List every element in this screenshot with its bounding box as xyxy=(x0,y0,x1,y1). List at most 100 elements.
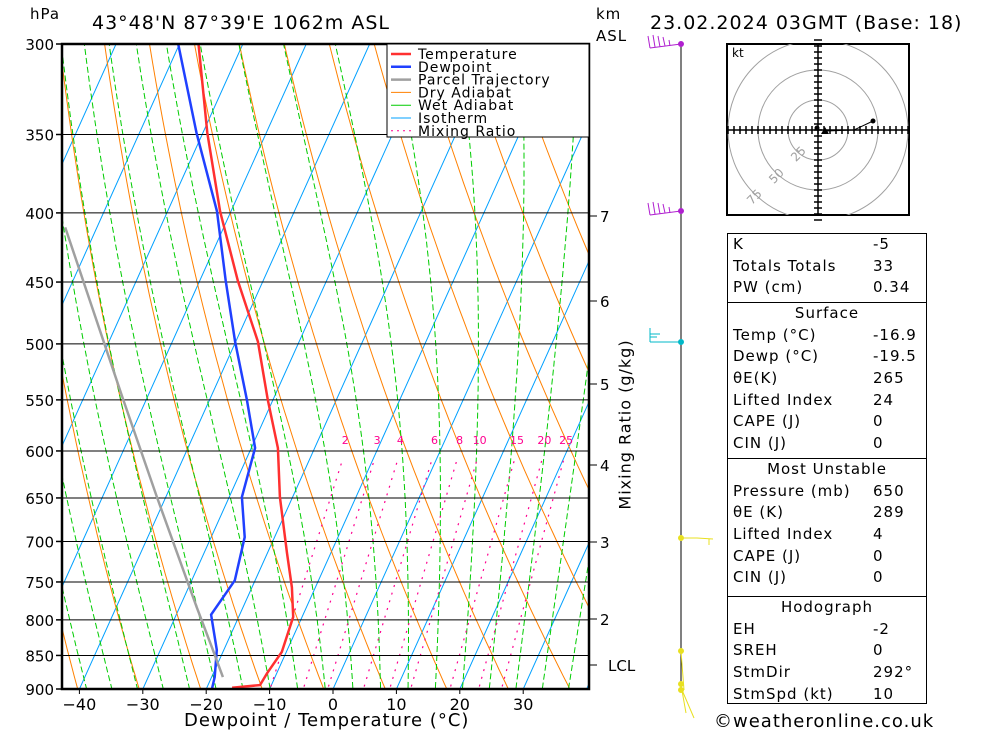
stat-value: 289 xyxy=(873,503,905,522)
stat-value: -5 xyxy=(873,235,890,253)
stat-label: CAPE (J) xyxy=(733,412,802,431)
y-tick-label: 800 xyxy=(25,612,54,630)
section-title: Surface xyxy=(794,304,860,322)
mixing-ratio-line xyxy=(389,460,458,689)
km-label: km xyxy=(596,5,622,23)
mixing-ratio-label: 10 xyxy=(473,434,487,447)
indices-table: K -5 Totals Totals 33 PW (cm) 0.34 xyxy=(727,233,927,303)
mixing-ratio-line xyxy=(302,460,375,689)
stat-value: 0 xyxy=(873,546,884,565)
wet-adiabat-line xyxy=(567,557,589,689)
wind-barb-500 xyxy=(649,328,684,345)
hodograph-point xyxy=(870,118,876,124)
y-tick-label: 300 xyxy=(25,36,54,54)
stat-label: θE (K) xyxy=(733,503,784,522)
dry-adiabat-line xyxy=(62,370,140,689)
mixing-ratio-line xyxy=(269,460,343,689)
stat-value: 33 xyxy=(873,256,895,275)
stat-label: Totals Totals xyxy=(733,256,837,275)
x-tick-label: −10 xyxy=(253,695,287,714)
mixing-ratio-line xyxy=(362,460,433,689)
stat-label: Temp (°C) xyxy=(733,325,817,344)
stat-value: 0 xyxy=(873,434,884,453)
wet-adiabat-line xyxy=(62,473,113,689)
wet-adiabat-line xyxy=(62,584,88,689)
wet-adiabat-line xyxy=(199,44,326,689)
legend-label: Mixing Ratio xyxy=(418,124,516,140)
section-title: Hodograph xyxy=(780,598,874,616)
legend-label: Wet Adiabat xyxy=(418,98,514,114)
wind-profile xyxy=(647,34,714,719)
mixing-ratio-line xyxy=(478,460,543,689)
x-tick-label: 20 xyxy=(450,695,470,714)
parcel-trajectory-line xyxy=(64,227,225,678)
copyright-link[interactable]: ©weatheronline.co.uk xyxy=(714,711,935,732)
isotherm-line xyxy=(62,44,181,307)
isotherm-line xyxy=(62,44,117,166)
stat-value: 24 xyxy=(873,390,895,409)
hodograph: kt 25 50 75 xyxy=(726,39,910,221)
wet-adiabat-line xyxy=(457,44,479,689)
mixing-ratio-label: 3 xyxy=(374,434,381,447)
stat-value: -16.9 xyxy=(873,325,917,344)
datetime-title: 23.02.2024 03GMT (Base: 18) xyxy=(650,12,963,34)
stat-value: 4 xyxy=(873,525,884,544)
km-tick-label: 3 xyxy=(600,534,610,552)
stat-label: K xyxy=(733,235,744,253)
location-title: 43°48'N 87°39'E 1062m ASL xyxy=(92,12,390,34)
dewpoint-line xyxy=(176,44,257,689)
y-tick-label: 550 xyxy=(25,392,54,410)
wind-barb-400 xyxy=(647,201,684,216)
stat-value: -19.5 xyxy=(873,347,917,366)
dry-adiabat-line xyxy=(936,4,1000,733)
surface-table: Surface Temp (°C) -16.9 Dewp (°C) -19.5 θE… xyxy=(727,302,927,459)
wet-adiabat-line xyxy=(62,46,191,689)
storm-motion-marker xyxy=(821,127,829,134)
y-tick-label: 700 xyxy=(25,533,54,551)
y-tick-label: 900 xyxy=(25,681,54,699)
stat-value: 650 xyxy=(873,481,905,500)
mixing-ratio-line xyxy=(410,460,478,689)
dry-adiabat-line xyxy=(62,59,202,689)
hodograph-trace xyxy=(825,120,874,132)
y-tick-label: 350 xyxy=(25,127,54,145)
wind-barb-700 xyxy=(678,535,714,545)
km-tick-label: 7 xyxy=(600,208,610,226)
hodograph-unit: kt xyxy=(732,46,744,60)
stat-label: CIN (J) xyxy=(733,434,788,453)
temperature-line xyxy=(197,44,295,689)
stat-value: 0 xyxy=(873,568,884,587)
y-tick-label: 450 xyxy=(25,274,54,292)
asl-label: ASL xyxy=(596,27,628,45)
wet-adiabat-line xyxy=(62,351,139,689)
y-tick-label: 850 xyxy=(25,647,54,665)
stat-label: CAPE (J) xyxy=(733,546,802,565)
legend-label: Isotherm xyxy=(418,111,488,127)
km-tick-label: 6 xyxy=(600,293,610,311)
wet-adiabat-line xyxy=(238,44,354,689)
wind-barb-surface xyxy=(678,648,695,719)
stat-label: StmDir xyxy=(733,663,791,682)
km-tick-label: 4 xyxy=(600,457,610,475)
mixing-ratio-line xyxy=(327,460,398,689)
wet-adiabat-line xyxy=(165,44,299,689)
stat-label: Lifted Index xyxy=(733,525,834,544)
stat-value: 10 xyxy=(873,684,895,703)
wet-adiabat-line xyxy=(393,44,441,689)
stat-label: PW (cm) xyxy=(733,278,804,297)
stat-value: 0 xyxy=(873,641,884,660)
x-tick-label: 0 xyxy=(328,695,338,714)
x-tick-label: −30 xyxy=(126,695,160,714)
mixing-ratio-label: 8 xyxy=(456,434,463,447)
y-tick-label: 650 xyxy=(25,490,54,508)
wet-adiabat-line xyxy=(83,44,217,689)
stat-value: 265 xyxy=(873,369,905,388)
y-tick-label: 400 xyxy=(25,205,54,223)
mixing-ratio-label: 2 xyxy=(342,434,349,447)
mixing-ratio-line xyxy=(500,460,564,689)
x-axis-title: Dewpoint / Temperature (°C) xyxy=(184,710,470,731)
legend-label: Dewpoint xyxy=(418,60,493,76)
wet-adiabat-line xyxy=(541,354,589,689)
hodograph-origin-point xyxy=(814,125,820,131)
